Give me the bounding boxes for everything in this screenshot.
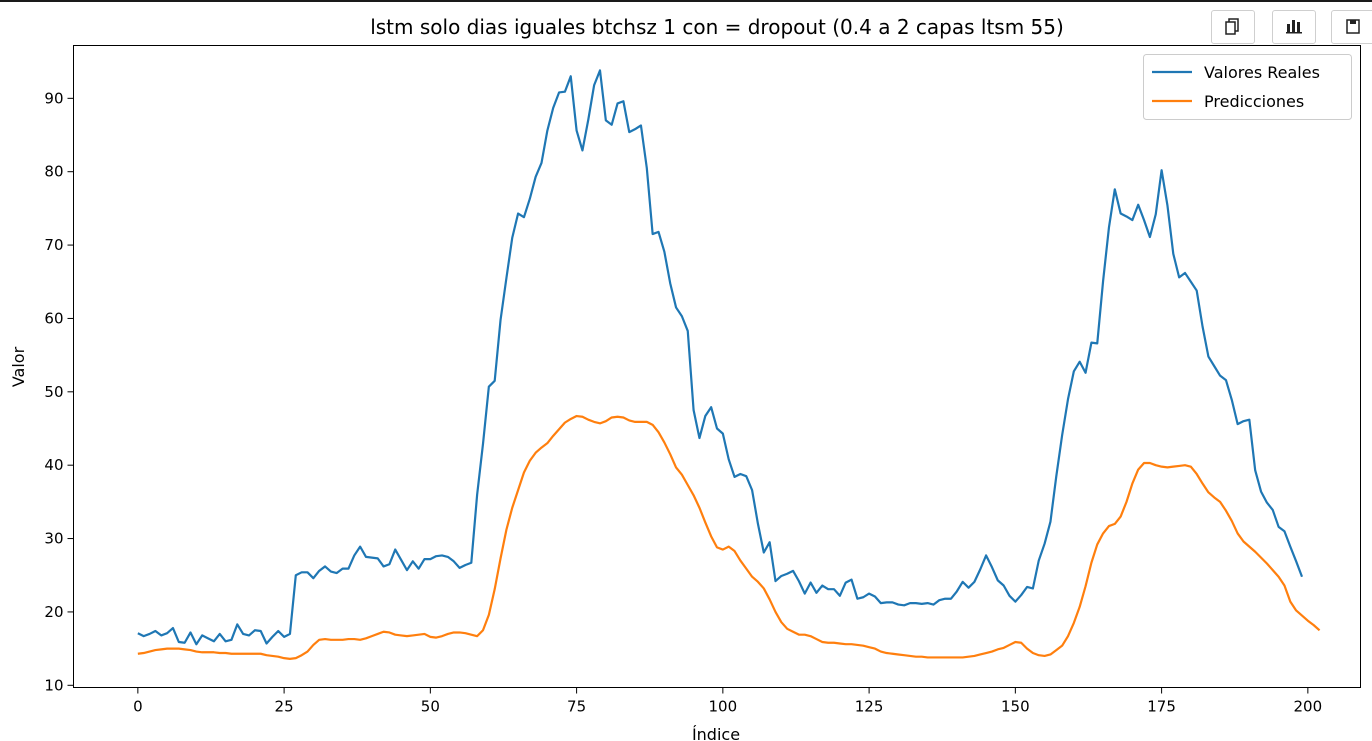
bar-chart-icon <box>1286 20 1302 34</box>
x-tick-label: 75 <box>567 698 586 716</box>
y-axis-label: Valor <box>9 346 28 387</box>
y-tick-label: 20 <box>44 603 63 621</box>
copy-icon <box>1225 18 1239 35</box>
x-tick-label: 25 <box>275 698 294 716</box>
series-line-predicciones <box>137 414 1321 660</box>
chart-title: lstm solo dias iguales btchsz 1 con = dr… <box>370 15 1064 39</box>
save-icon <box>1346 19 1360 34</box>
save-button[interactable] <box>1331 10 1372 44</box>
plot-area <box>73 45 1361 688</box>
y-tick-label: 90 <box>44 89 63 107</box>
series-line-valores-reales <box>137 69 1304 646</box>
series-layer <box>137 69 1321 660</box>
x-tick-label: 0 <box>133 698 143 716</box>
x-tick-label: 150 <box>1001 698 1030 716</box>
chart-view-button[interactable] <box>1272 10 1316 44</box>
y-axis: 10 20 30 40 50 60 70 80 90 <box>44 89 74 694</box>
y-tick-label: 30 <box>44 530 63 548</box>
window-top-border <box>0 0 1372 2</box>
legend: Valores Reales Predicciones <box>1143 54 1352 120</box>
x-axis-label: Índice <box>692 725 740 741</box>
y-tick-label: 60 <box>44 309 63 327</box>
legend-box <box>1143 54 1352 120</box>
y-tick-label: 80 <box>44 163 63 181</box>
x-tick-label: 125 <box>855 698 884 716</box>
x-axis: 0 25 50 75 100 125 150 175 200 <box>133 687 1323 716</box>
legend-label-valores-reales: Valores Reales <box>1204 63 1320 82</box>
y-tick-label: 50 <box>44 383 63 401</box>
y-tick-label: 70 <box>44 236 63 254</box>
y-tick-label: 40 <box>44 456 63 474</box>
legend-label-predicciones: Predicciones <box>1204 92 1304 111</box>
x-tick-label: 175 <box>1147 698 1176 716</box>
x-tick-label: 200 <box>1294 698 1323 716</box>
x-tick-label: 100 <box>709 698 738 716</box>
y-tick-label: 10 <box>44 676 63 694</box>
copy-button[interactable] <box>1211 10 1255 44</box>
x-tick-label: 50 <box>421 698 440 716</box>
